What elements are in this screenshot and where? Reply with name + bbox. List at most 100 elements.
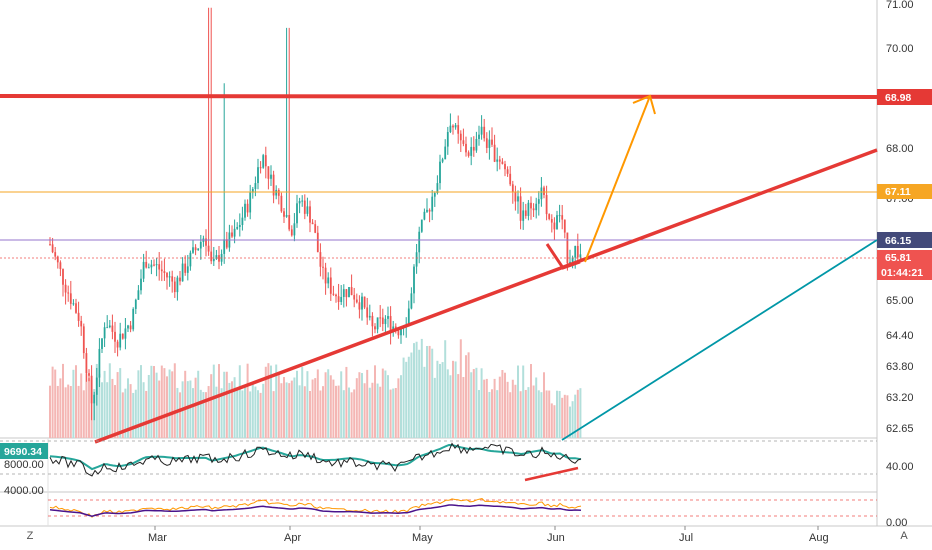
volume-bar	[56, 385, 59, 438]
candle-body	[137, 290, 140, 300]
candle-body	[483, 126, 486, 139]
zoom-button[interactable]: Z	[26, 530, 34, 542]
candle-body	[496, 159, 499, 162]
candle-body	[345, 289, 348, 298]
volume-bar	[506, 381, 509, 438]
candle-body	[272, 174, 275, 196]
volume-bar	[72, 369, 75, 438]
volume-bar	[106, 382, 109, 438]
candle-body	[158, 264, 161, 270]
candle-body	[389, 316, 392, 332]
candle-body	[509, 173, 512, 185]
volume-bar	[69, 386, 72, 438]
volume-bar	[49, 385, 51, 438]
candle-body	[418, 231, 421, 253]
volume-bar	[262, 383, 265, 438]
volume-bar	[433, 377, 436, 438]
volume-bar	[324, 372, 327, 438]
candle-body	[85, 353, 88, 374]
volume-bar	[140, 365, 142, 438]
volume-bar	[514, 384, 517, 438]
volume-bar	[366, 369, 369, 438]
candle-body	[82, 326, 85, 354]
osc-tick-0: 0.00	[886, 517, 907, 529]
pullback-mark[interactable]	[545, 243, 581, 270]
volume-bar	[303, 386, 306, 438]
candle-body	[98, 348, 101, 378]
candle-body	[514, 191, 517, 202]
candle-body	[296, 203, 298, 224]
price-axis[interactable]: 71.0070.0069.0068.0067.0065.0064.4063.80…	[886, 0, 914, 435]
volume-bar	[384, 370, 387, 438]
volume-bar	[496, 390, 499, 438]
candle-body	[324, 267, 327, 284]
orange-level-tag: 67.11	[877, 184, 932, 199]
candle-body	[426, 209, 428, 212]
volume-bar	[132, 392, 135, 438]
candle-body	[303, 200, 306, 214]
candle-body	[288, 215, 291, 230]
volume-bar	[374, 365, 376, 438]
volume-bar	[426, 346, 428, 438]
volume-bar	[166, 376, 168, 438]
candle-body	[75, 303, 77, 313]
candle-body	[387, 316, 389, 319]
volume-bar	[116, 372, 119, 438]
volume-bar	[142, 382, 145, 438]
volume-bar	[212, 364, 215, 438]
volume-bar	[381, 368, 384, 438]
candle-body	[150, 264, 153, 268]
candle-body	[223, 239, 226, 254]
channel-line[interactable]	[561, 239, 878, 441]
volume-bar	[67, 384, 70, 438]
volume-bar	[207, 386, 210, 438]
volume-bar	[64, 387, 67, 438]
candles	[49, 7, 582, 421]
price-pane[interactable]	[0, 0, 877, 438]
resistance-line[interactable]	[0, 94, 878, 99]
candle-body	[363, 296, 366, 308]
volume-bar	[511, 379, 514, 438]
candle-body	[77, 312, 80, 321]
price-tick: 62.65	[886, 423, 914, 435]
volume-bar	[488, 391, 491, 438]
time-label-apr: Apr	[284, 532, 301, 544]
volume-bar	[446, 369, 449, 438]
candle-body	[423, 211, 426, 220]
volume-bar	[205, 392, 207, 438]
volume-bar	[392, 388, 395, 438]
candle-body	[106, 327, 109, 329]
candle-body	[524, 210, 527, 216]
time-axis[interactable]: Mar Apr May Jun Jul Aug	[148, 526, 829, 544]
candle-body	[493, 144, 496, 162]
volume-bar	[483, 379, 486, 438]
rsi-divergence-line[interactable]	[524, 466, 579, 482]
volume-bar	[348, 387, 350, 438]
candle-body	[192, 247, 194, 253]
volume-bar	[465, 355, 467, 438]
auto-scale-button[interactable]: A	[900, 530, 908, 542]
volume-bar	[171, 371, 174, 438]
candle-body	[306, 206, 309, 214]
svg-text:67.11: 67.11	[885, 186, 911, 198]
macd-pane[interactable]	[48, 498, 877, 518]
volume-bar	[179, 392, 181, 438]
volume-bar	[163, 368, 166, 438]
rsi-pane[interactable]	[0, 440, 877, 482]
candle-body	[254, 183, 257, 189]
candle-body	[511, 184, 514, 192]
candle-body	[506, 169, 509, 174]
price-tick: 64.40	[886, 330, 914, 342]
candle-body	[522, 210, 525, 221]
projection-arrow[interactable]	[584, 94, 656, 263]
volume-bar	[436, 360, 439, 438]
candle-body	[400, 327, 402, 336]
volume-bar	[249, 391, 252, 438]
volume-bar	[189, 380, 192, 438]
candle-body	[556, 215, 558, 230]
volume-bar	[452, 360, 454, 438]
ascending-trendline[interactable]	[94, 148, 878, 444]
candle-body	[332, 293, 335, 295]
volume-bar	[288, 383, 291, 438]
